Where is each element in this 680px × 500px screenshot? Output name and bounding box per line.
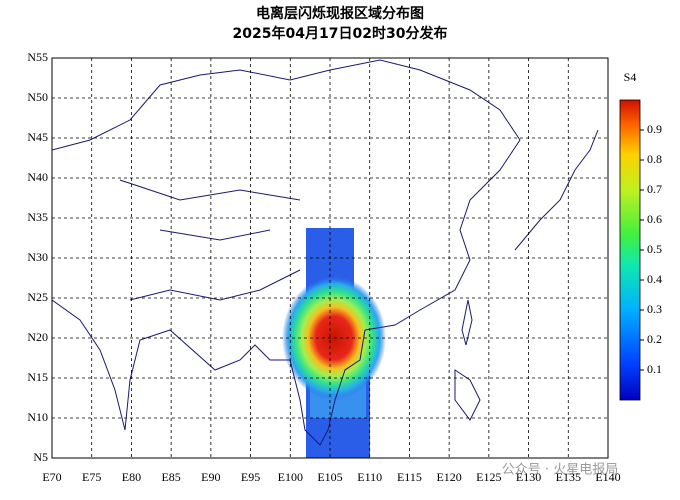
lon-label: E120 xyxy=(436,470,461,484)
colorbar-tick-label: 0.6 xyxy=(647,212,662,226)
map-area xyxy=(52,58,608,458)
lon-label: E95 xyxy=(241,470,260,484)
colorbar xyxy=(619,99,641,401)
colorbar-tick-label: 0.2 xyxy=(647,332,662,346)
colorbar-tick-label: 0.5 xyxy=(647,242,662,256)
coastlines xyxy=(52,59,599,446)
colorbar-tick-label: 0.9 xyxy=(647,122,662,136)
lon-label: E130 xyxy=(516,470,541,484)
colorbar-tick-label: 0.4 xyxy=(647,272,662,286)
map-frame xyxy=(51,57,609,459)
subtitle: 2025年04月17日02时30分发布 xyxy=(233,25,448,42)
lat-label: N10 xyxy=(27,410,48,424)
coastline xyxy=(119,179,301,301)
lat-label: N25 xyxy=(27,290,48,304)
lon-label: E85 xyxy=(161,470,180,484)
lat-label: N40 xyxy=(27,170,48,184)
lat-label: N50 xyxy=(27,90,48,104)
lat-label: N5 xyxy=(33,450,48,464)
lon-label: E75 xyxy=(82,470,101,484)
lon-label: E70 xyxy=(42,470,61,484)
lat-label: N30 xyxy=(27,250,48,264)
coastline xyxy=(514,129,599,251)
colorbar-tick-label: 0.8 xyxy=(647,152,662,166)
lat-label: N45 xyxy=(27,130,48,144)
colorbar-tick-label: 0.7 xyxy=(647,182,662,196)
lon-label: E110 xyxy=(357,470,382,484)
lon-label: E125 xyxy=(476,470,501,484)
title: 电离层闪烁现报区域分布图 xyxy=(256,5,424,22)
colorbar-label: S4 xyxy=(624,70,637,84)
lat-label: N55 xyxy=(27,50,48,64)
colorbar-tick-label: 0.1 xyxy=(647,362,662,376)
lon-label: E105 xyxy=(317,470,342,484)
lon-label: E80 xyxy=(122,470,141,484)
coastline xyxy=(52,299,366,446)
watermark: 公众号 · 火星电报局 xyxy=(502,463,618,478)
colorbar-tick-label: 0.3 xyxy=(647,302,662,316)
lat-label: N15 xyxy=(27,370,48,384)
coastline xyxy=(52,59,521,331)
graticule xyxy=(52,58,608,458)
lat-label: N35 xyxy=(27,210,48,224)
lon-label: E135 xyxy=(556,470,581,484)
lon-label: E115 xyxy=(397,470,422,484)
lat-label: N20 xyxy=(27,330,48,344)
lon-label: E90 xyxy=(201,470,220,484)
lon-label: E100 xyxy=(278,470,303,484)
lon-label: E140 xyxy=(595,470,620,484)
